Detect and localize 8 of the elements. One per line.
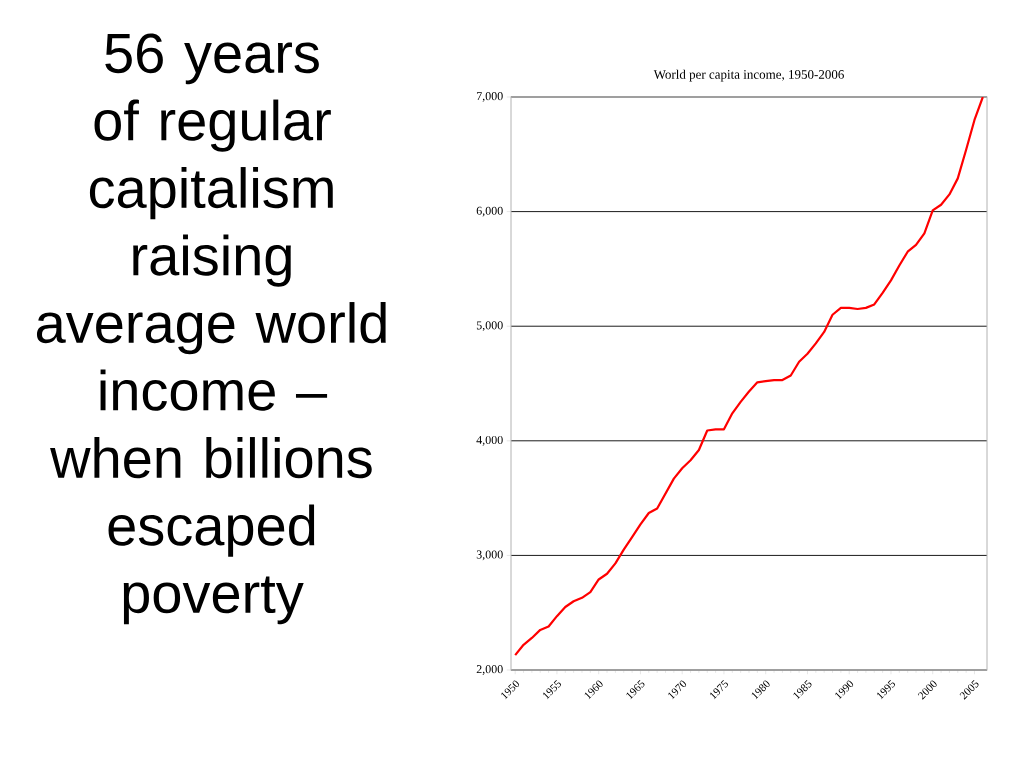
text: 56 years of regular capitalism raising average world income – when billions escaped poverty bbox=[36, 33, 386, 625]
y-tick-label: 3,000 bbox=[476, 550, 503, 561]
chart-title: World per capita income, 1950-2006 bbox=[653, 69, 844, 82]
y-tick-label: 7,000 bbox=[476, 92, 503, 102]
y-tick-label: 4,000 bbox=[476, 435, 503, 446]
y-tick-label: 5,000 bbox=[476, 321, 503, 332]
y-tick-label: 6,000 bbox=[476, 206, 503, 217]
y-tick-label: 2,000 bbox=[476, 665, 503, 675]
